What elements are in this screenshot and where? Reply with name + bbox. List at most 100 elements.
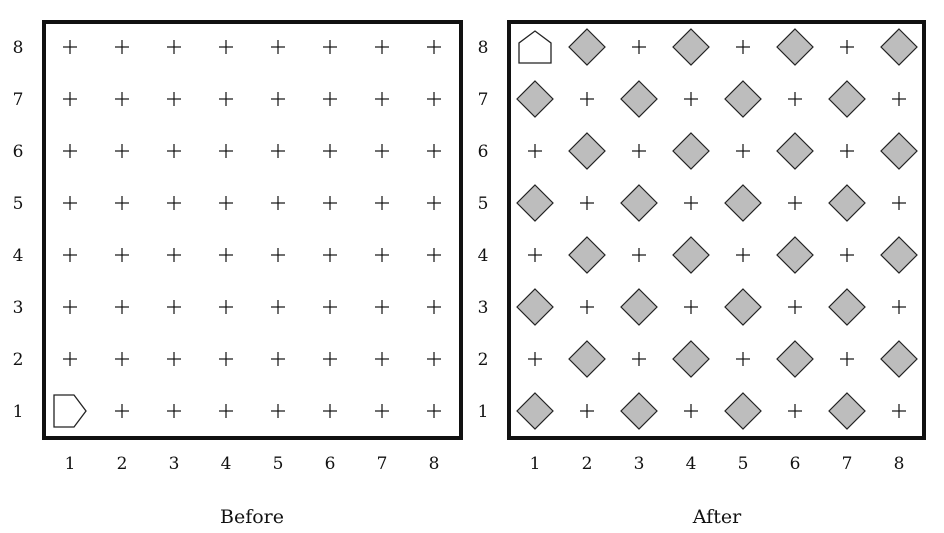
column-label: 6: [325, 454, 336, 474]
row-label: 8: [13, 38, 24, 58]
corner-plus-icon: [684, 300, 698, 314]
corner-plus-icon: [323, 300, 337, 314]
beeper-icon: [620, 184, 658, 222]
row-label: 2: [13, 350, 24, 370]
corner-plus-icon: [167, 196, 181, 210]
corner-plus-icon: [427, 404, 441, 418]
corner-plus-icon: [736, 144, 750, 158]
corner-plus-icon: [115, 144, 129, 158]
corner-plus-icon: [323, 40, 337, 54]
corner-plus-icon: [271, 404, 285, 418]
beeper-icon: [568, 236, 606, 274]
corner-plus-icon: [427, 352, 441, 366]
beeper-icon: [828, 392, 866, 430]
row-label: 7: [13, 90, 24, 110]
column-label: 4: [221, 454, 232, 474]
column-label: 4: [686, 454, 697, 474]
beeper-icon: [828, 184, 866, 222]
corner-plus-icon: [63, 40, 77, 54]
after-panel: 1 2 3 4 5 6 7 8 1 2 3 4 5 6 7 8 After: [478, 20, 926, 528]
corner-plus-icon: [323, 196, 337, 210]
corner-plus-icon: [788, 196, 802, 210]
corner-plus-icon: [375, 404, 389, 418]
corner-plus-icon: [219, 144, 233, 158]
row-label: 7: [478, 90, 489, 110]
corner-plus-icon: [219, 248, 233, 262]
corner-plus-icon: [167, 92, 181, 106]
column-label: 3: [634, 454, 645, 474]
world-frame: [507, 20, 926, 440]
corner-plus-icon: [580, 196, 594, 210]
robot-icon: [518, 30, 552, 64]
row-label: 5: [13, 194, 24, 214]
corner-plus-icon: [684, 196, 698, 210]
beeper-icon: [724, 392, 762, 430]
corner-plus-icon: [63, 92, 77, 106]
column-label: 8: [429, 454, 440, 474]
corner-plus-icon: [427, 144, 441, 158]
beeper-icon: [568, 28, 606, 66]
corner-plus-icon: [63, 300, 77, 314]
panel-caption: After: [692, 506, 742, 528]
corner-plus-icon: [788, 92, 802, 106]
corner-plus-icon: [375, 300, 389, 314]
column-label: 7: [842, 454, 853, 474]
corner-plus-icon: [788, 404, 802, 418]
row-label: 1: [478, 402, 489, 422]
corner-plus-icon: [632, 248, 646, 262]
column-label: 5: [273, 454, 284, 474]
corner-plus-icon: [375, 196, 389, 210]
beeper-icon: [776, 236, 814, 274]
beeper-icon: [776, 340, 814, 378]
beeper-icon: [776, 28, 814, 66]
corner-plus-icon: [427, 92, 441, 106]
corner-plus-icon: [840, 40, 854, 54]
corner-plus-icon: [271, 92, 285, 106]
corner-plus-icon: [427, 300, 441, 314]
corner-plus-icon: [892, 92, 906, 106]
beeper-icon: [516, 184, 554, 222]
column-label: 3: [169, 454, 180, 474]
corner-plus-icon: [271, 300, 285, 314]
column-label: 1: [65, 454, 76, 474]
corner-plus-icon: [528, 248, 542, 262]
column-label: 2: [117, 454, 128, 474]
corner-plus-icon: [375, 40, 389, 54]
corner-plus-icon: [892, 300, 906, 314]
corner-plus-icon: [427, 40, 441, 54]
corner-plus-icon: [115, 404, 129, 418]
corner-plus-icon: [323, 92, 337, 106]
corner-plus-icon: [427, 248, 441, 262]
corner-plus-icon: [632, 144, 646, 158]
corner-plus-icon: [375, 92, 389, 106]
corner-plus-icon: [167, 404, 181, 418]
panel-caption: Before: [220, 506, 284, 528]
corner-plus-icon: [115, 300, 129, 314]
row-label: 3: [478, 298, 489, 318]
row-label: 4: [478, 246, 489, 266]
before-panel: 1 2 3 4 5 6 7 8 1 2 3 4 5 6 7 8 Before: [13, 20, 463, 528]
corner-plus-icon: [736, 352, 750, 366]
beeper-icon: [620, 80, 658, 118]
corner-plus-icon: [115, 248, 129, 262]
corner-plus-icon: [167, 352, 181, 366]
corner-plus-icon: [219, 352, 233, 366]
beeper-icon: [880, 236, 918, 274]
column-label: 2: [582, 454, 593, 474]
corner-plus-icon: [580, 404, 594, 418]
beeper-icon: [880, 132, 918, 170]
column-label: 6: [790, 454, 801, 474]
corner-plus-icon: [840, 144, 854, 158]
corner-plus-icon: [115, 92, 129, 106]
corner-plus-icon: [632, 352, 646, 366]
corner-plus-icon: [375, 352, 389, 366]
corner-plus-icon: [375, 248, 389, 262]
corner-plus-icon: [115, 352, 129, 366]
corner-plus-icon: [736, 248, 750, 262]
corner-plus-icon: [788, 300, 802, 314]
beeper-icon: [724, 80, 762, 118]
corner-plus-icon: [736, 40, 750, 54]
corner-plus-icon: [323, 404, 337, 418]
beeper-icon: [620, 392, 658, 430]
